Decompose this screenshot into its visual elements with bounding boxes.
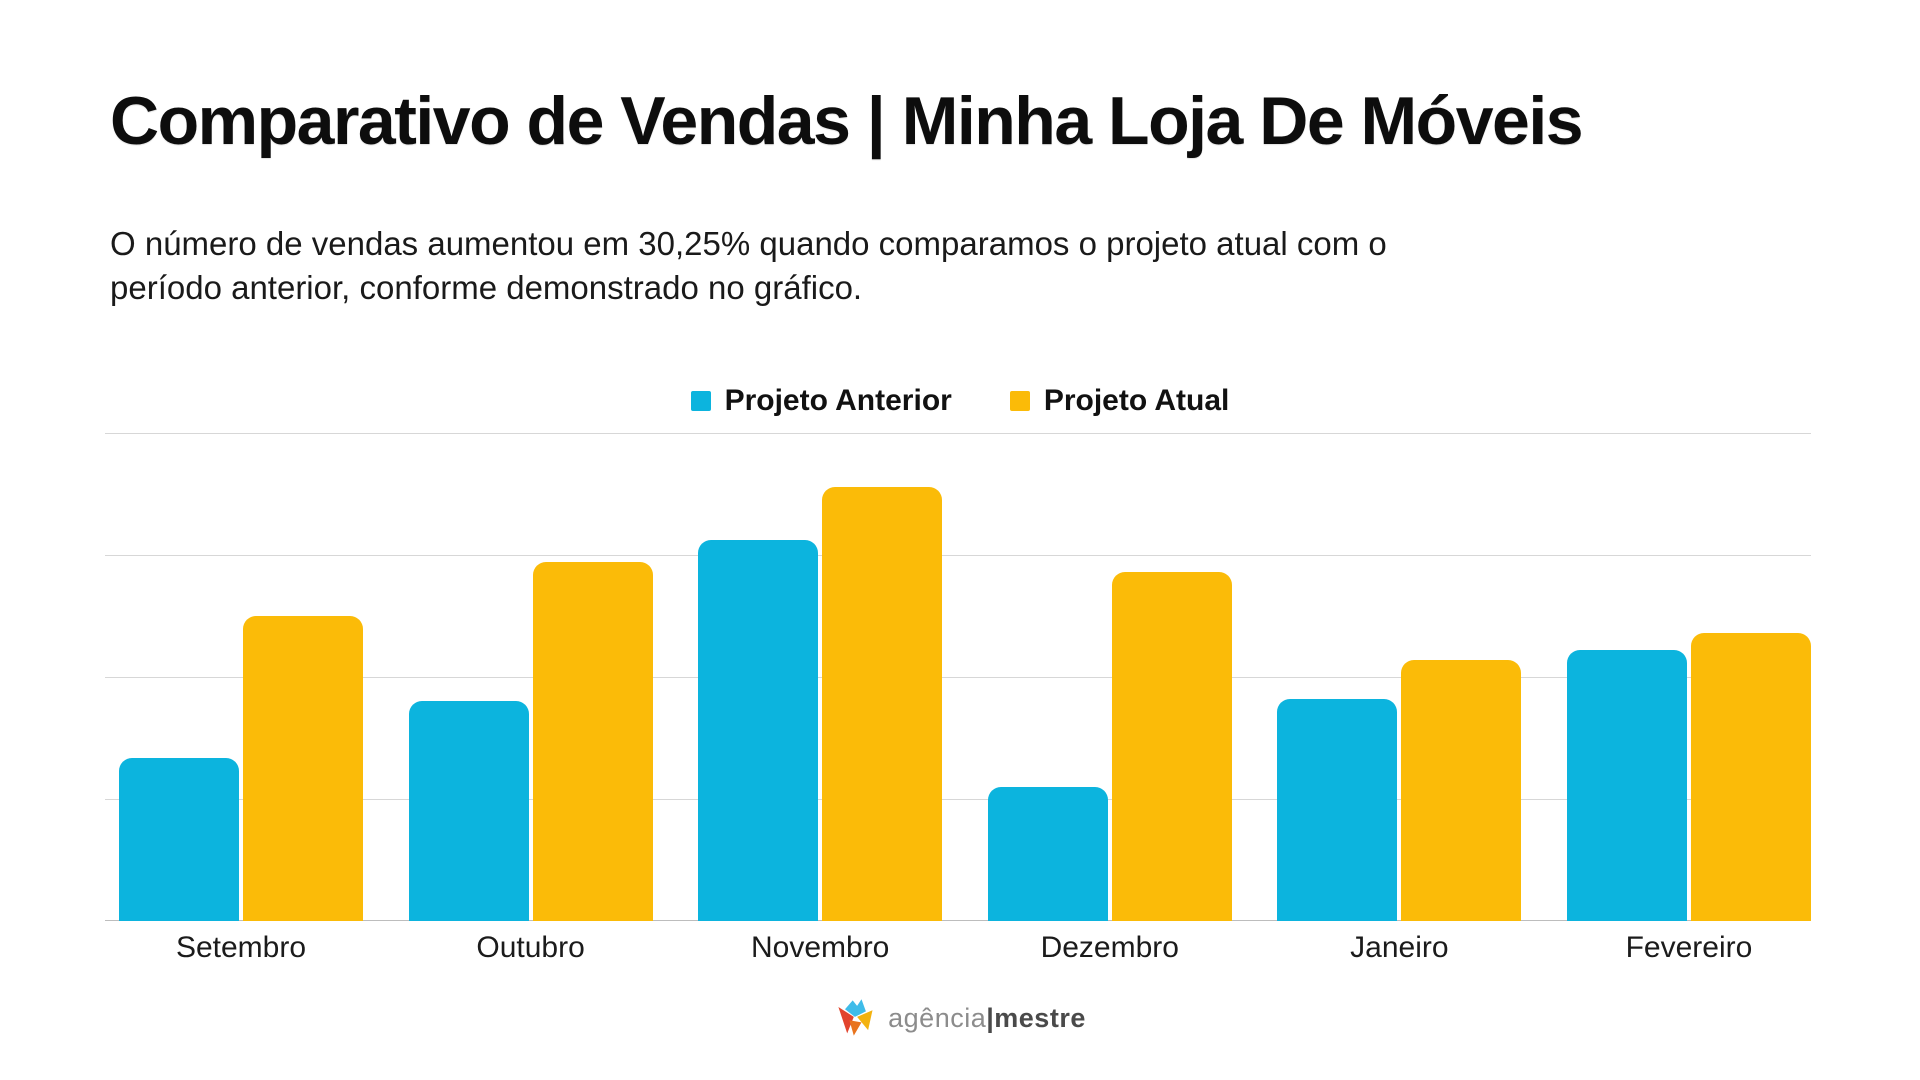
bar-group-janeiro: [1277, 433, 1522, 921]
bar-groups: [105, 433, 1811, 921]
plot-area: [105, 433, 1811, 921]
bar-projeto-atual-fevereiro: [1690, 633, 1811, 921]
agencia-mestre-pinwheel-icon: [838, 999, 873, 1036]
gridline-3: [105, 677, 1811, 678]
logo-text-agencia: agência: [888, 1002, 987, 1033]
bar-projeto-atual-dezembro: [1111, 572, 1232, 921]
bar-projeto-anterior-setembro: [119, 757, 239, 921]
legend-swatch-blue: [690, 391, 711, 411]
bar-projeto-atual-janeiro: [1401, 659, 1522, 921]
logo-text: agência|mestre: [888, 1003, 1086, 1034]
x-axis-label-outubro: Outubro: [476, 931, 585, 964]
x-axis-label-novembro: Novembro: [750, 931, 890, 964]
legend-item-projeto-anterior: Projeto Anterior: [690, 384, 952, 418]
page-title: Comparativo de Vendas | Minha Loja De Mó…: [110, 83, 1584, 159]
legend-swatch-yellow: [1009, 391, 1030, 411]
bar-projeto-atual-setembro: [243, 616, 363, 921]
subtitle-line-1: O número de vendas aumentou em 30,25% qu…: [110, 225, 1387, 262]
bar-projeto-anterior-janeiro: [1277, 698, 1398, 921]
x-axis-labels: Setembro Outubro Novembro Dezembro Janeiro Fe…: [105, 931, 1811, 965]
logo-text-mestre: |mestre: [986, 1002, 1086, 1033]
x-axis-label-fevereiro: Fevereiro: [1625, 931, 1753, 964]
footer-logo: agência|mestre: [0, 996, 1920, 1040]
bar-group-dezembro: [987, 433, 1232, 921]
x-axis-label-janeiro: Janeiro: [1350, 931, 1449, 964]
gridline-2: [105, 555, 1811, 556]
bar-chart: Setembro Outubro Novembro Dezembro Janeiro Fe…: [105, 433, 1811, 965]
x-axis-label-dezembro: Dezembro: [1040, 931, 1179, 964]
legend-label-projeto-anterior: Projeto Anterior: [724, 384, 952, 417]
bar-projeto-anterior-outubro: [408, 701, 529, 921]
bar-projeto-anterior-dezembro: [987, 786, 1108, 921]
subtitle-line-2: período anterior, conforme demonstrado n…: [110, 269, 863, 306]
bar-projeto-atual-outubro: [532, 562, 653, 921]
x-axis-label-setembro: Setembro: [175, 931, 307, 964]
gridline-4: [105, 799, 1811, 800]
legend-item-projeto-atual: Projeto Atual: [1009, 384, 1230, 418]
legend-label-projeto-atual: Projeto Atual: [1043, 384, 1230, 417]
bar-projeto-atual-novembro: [822, 486, 943, 921]
gridline-1: [105, 433, 1811, 434]
x-axis-line: [105, 920, 1811, 921]
bar-group-setembro: [119, 433, 363, 921]
page-subtitle: O número de vendas aumentou em 30,25% qu…: [110, 222, 1387, 310]
chart-legend: Projeto Anterior Projeto Atual: [0, 384, 1920, 418]
bar-projeto-anterior-fevereiro: [1566, 650, 1687, 921]
bar-group-fevereiro: [1566, 433, 1811, 921]
bar-group-novembro: [698, 433, 943, 921]
bar-group-outubro: [408, 433, 653, 921]
bar-projeto-anterior-novembro: [698, 540, 819, 921]
